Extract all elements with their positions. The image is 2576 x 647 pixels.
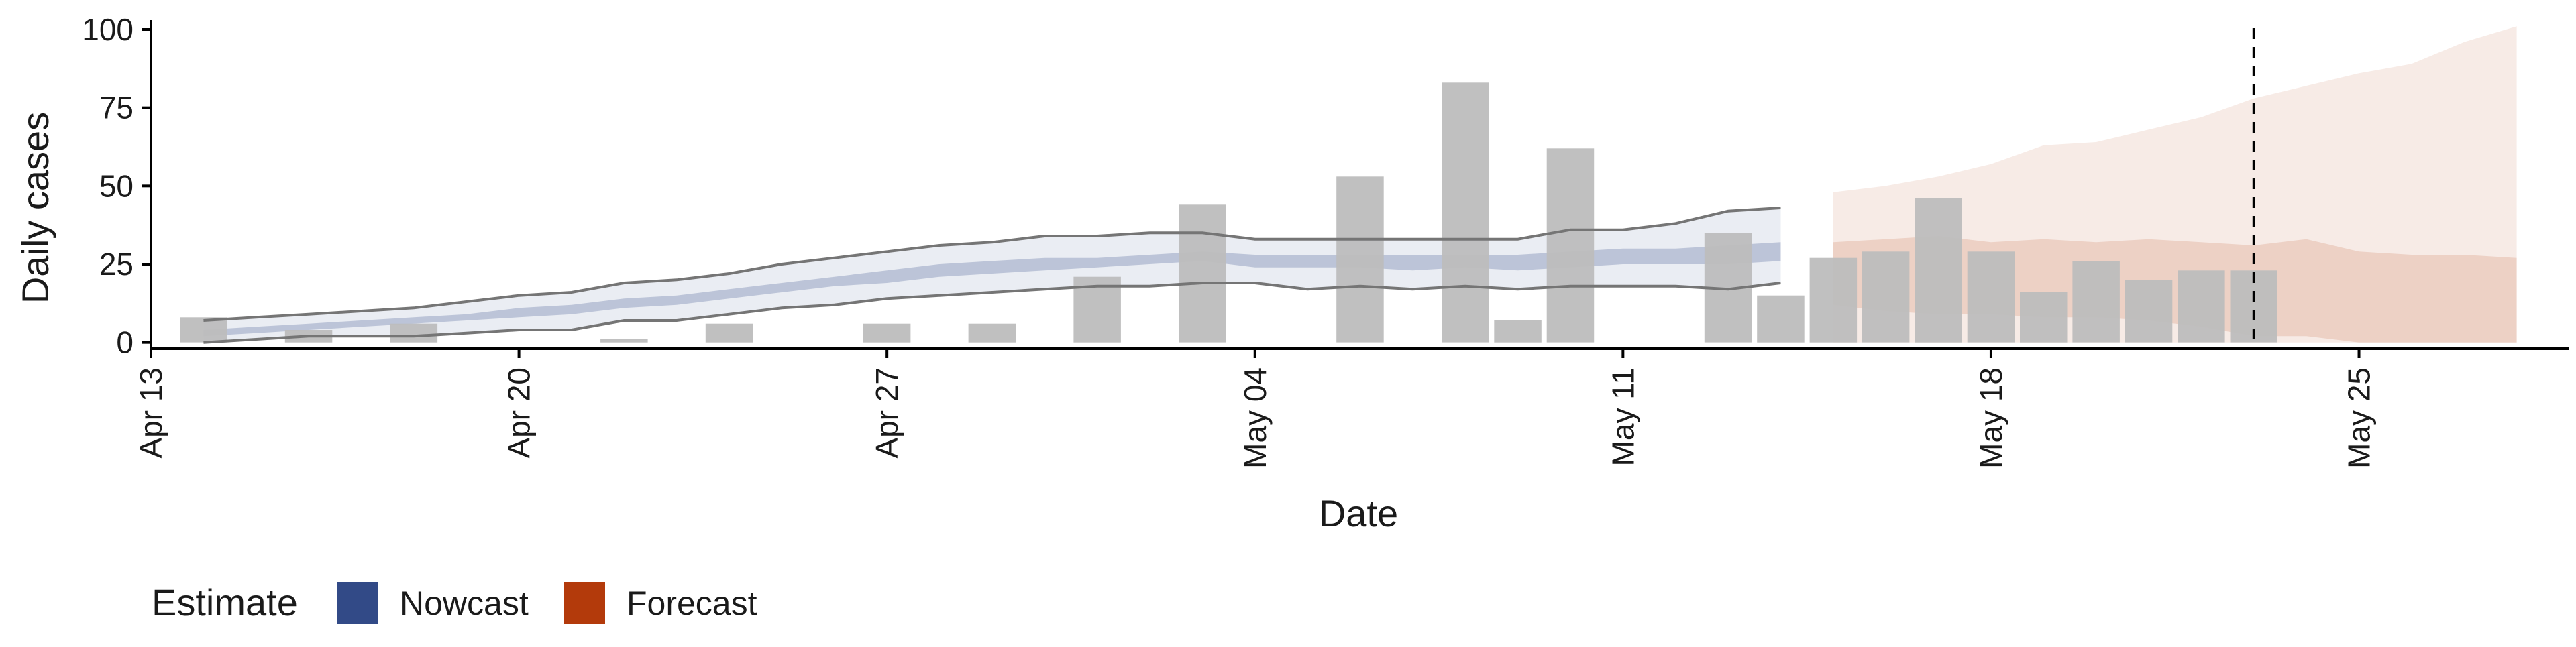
bar-2020-05-14 <box>1757 295 1805 343</box>
y-tick-label: 75 <box>99 91 133 125</box>
bar-2020-04-22 <box>600 339 648 343</box>
x-tick-label: May 04 <box>1238 367 1273 469</box>
bar-2020-05-20 <box>2072 261 2120 343</box>
legend-label-forecast: Forecast <box>627 585 757 622</box>
x-tick-label: May 18 <box>1974 367 2008 469</box>
nowcast-band-50 <box>203 242 1781 337</box>
nowcast-band-90 <box>203 208 1781 343</box>
y-tick-label: 0 <box>116 325 133 360</box>
nowcast-lower-bound-line <box>203 282 1781 344</box>
y-axis-title: Daily cases <box>14 112 56 304</box>
bar-2020-05-21 <box>2125 280 2173 343</box>
x-tick-label: Apr 13 <box>133 367 168 459</box>
bar-2020-05-06 <box>1336 176 1384 343</box>
bar-2020-05-09 <box>1494 320 1542 343</box>
nowcast-upper-bound-line <box>203 207 1781 322</box>
x-tick-label: Apr 20 <box>502 367 537 459</box>
nowcast-bands <box>203 208 1781 343</box>
legend: Estimate Nowcast Forecast <box>152 581 757 624</box>
x-tick-label: Apr 27 <box>869 367 904 459</box>
bar-2020-05-18 <box>1967 251 2015 343</box>
bar-2020-05-19 <box>2020 292 2068 343</box>
observed-case-bars <box>180 82 2277 343</box>
x-axis-title: Date <box>1319 492 1398 534</box>
bar-2020-05-10 <box>1546 148 1595 343</box>
bar-2020-05-15 <box>1809 257 1858 343</box>
bar-2020-04-18 <box>390 323 438 343</box>
bar-2020-05-03 <box>1179 204 1226 343</box>
x-tick-label: May 25 <box>2342 367 2377 469</box>
bar-2020-05-22 <box>2178 270 2225 343</box>
x-tick-label: May 11 <box>1605 367 1640 466</box>
bar-2020-05-16 <box>1862 251 1910 343</box>
bar-2020-04-27 <box>863 323 911 343</box>
x-axis-ticks: Apr 13 Apr 20 Apr 27 May 04 May 11 May 18 May … <box>133 349 2377 469</box>
bar-2020-05-17 <box>1915 198 1962 343</box>
bar-2020-04-14 <box>180 317 227 343</box>
legend-swatch-nowcast <box>337 582 378 624</box>
axes <box>150 20 2569 350</box>
bar-2020-04-24 <box>705 323 753 343</box>
y-tick-label: 25 <box>99 247 133 282</box>
legend-title: Estimate <box>152 581 298 624</box>
bar-2020-05-08 <box>1442 82 1489 343</box>
y-tick-label: 50 <box>99 168 133 203</box>
y-tick-label: 100 <box>82 12 133 47</box>
nowcast-bound-lines <box>203 207 1781 344</box>
bar-2020-04-29 <box>968 323 1016 343</box>
legend-label-nowcast: Nowcast <box>400 585 529 622</box>
legend-swatch-forecast <box>564 582 605 624</box>
y-axis-ticks: 0 25 50 75 100 <box>82 12 151 360</box>
